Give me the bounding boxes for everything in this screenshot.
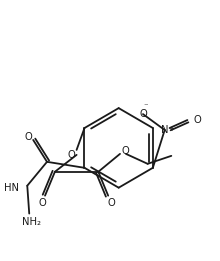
- Text: O: O: [68, 150, 75, 160]
- Text: HN: HN: [4, 183, 19, 193]
- Text: O: O: [24, 132, 32, 142]
- Text: O: O: [121, 146, 129, 156]
- Text: O: O: [107, 198, 115, 207]
- Text: N: N: [161, 125, 169, 135]
- Text: +: +: [169, 126, 175, 132]
- Text: NH₂: NH₂: [22, 217, 41, 227]
- Text: O: O: [193, 115, 201, 125]
- Text: O: O: [38, 198, 46, 207]
- Text: ⁻: ⁻: [144, 103, 148, 112]
- Text: O: O: [139, 109, 147, 119]
